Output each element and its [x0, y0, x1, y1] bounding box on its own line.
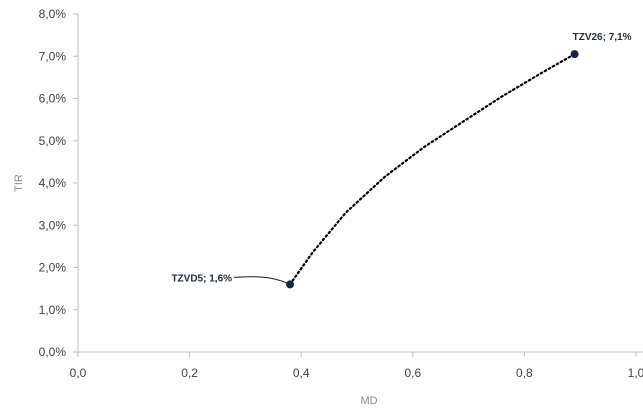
y-tick-label: 1,0%	[39, 303, 67, 317]
y-tick-label: 3,0%	[39, 218, 67, 232]
y-axis-title: TIR	[13, 174, 25, 192]
label-leader-line	[234, 276, 289, 284]
trendline	[288, 53, 576, 286]
y-tick-labels: 0,0% 1,0% 2,0% 3,0% 4,0% 5,0% 6,0% 7,0% 8,0%	[39, 7, 78, 359]
trendline-group	[288, 53, 576, 286]
x-tick-label: 0,6	[404, 366, 421, 380]
data-label: TZV26; 7,1%	[573, 32, 632, 43]
data-points	[286, 50, 579, 289]
y-tick-label: 4,0%	[39, 176, 67, 190]
y-tick-label: 6,0%	[39, 92, 67, 106]
x-tick-labels: 0,0 0,2 0,4 0,6 0,8 1,0	[70, 352, 643, 380]
data-labels: TZVD5; 1,6% TZV26; 7,1%	[171, 32, 631, 284]
x-axis-title: MD	[360, 395, 377, 407]
y-tick-label: 2,0%	[39, 261, 67, 275]
axes	[77, 14, 643, 353]
y-tick-label: 0,0%	[39, 345, 67, 359]
y-tick-label: 8,0%	[39, 7, 67, 21]
x-tick-label: 0,4	[293, 366, 310, 380]
y-tick-label: 7,0%	[39, 49, 67, 63]
x-tick-label: 0,2	[181, 366, 198, 380]
data-point	[286, 280, 295, 289]
data-point	[570, 50, 579, 59]
x-tick-label: 1,0	[628, 366, 643, 380]
x-tick-label: 0,0	[70, 366, 87, 380]
x-tick-label: 0,8	[516, 366, 533, 380]
y-tick-label: 5,0%	[39, 134, 67, 148]
data-label: TZVD5; 1,6%	[171, 273, 232, 284]
